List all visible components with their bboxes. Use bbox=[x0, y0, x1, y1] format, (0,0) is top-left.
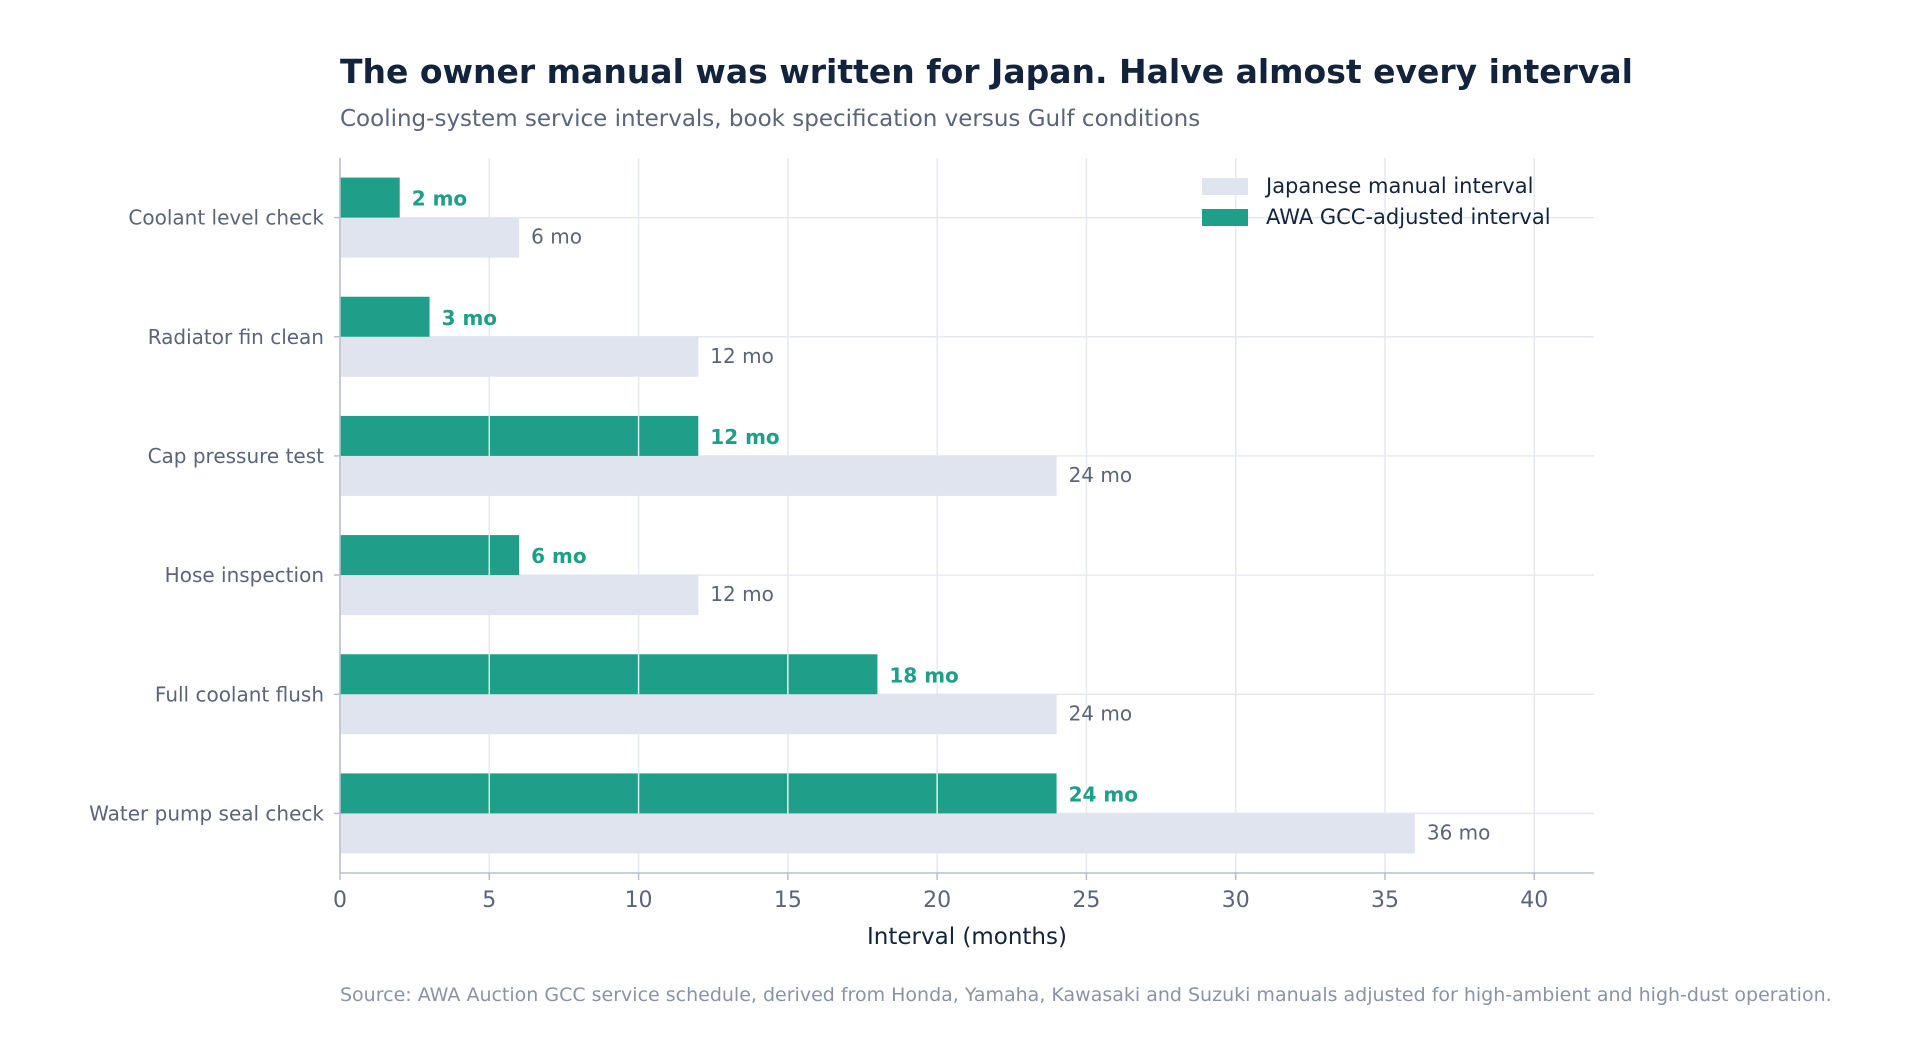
bar-manual-interval bbox=[340, 694, 1057, 735]
data-label-gcc: 6 mo bbox=[531, 544, 586, 568]
data-label-manual: 12 mo bbox=[710, 582, 774, 606]
x-tick-label: 25 bbox=[1072, 888, 1100, 913]
data-label-gcc: 18 mo bbox=[889, 663, 958, 687]
bar-manual-interval bbox=[340, 217, 520, 258]
data-label-gcc: 12 mo bbox=[710, 425, 779, 449]
x-axis-label: Interval (months) bbox=[867, 924, 1067, 950]
x-tick-label: 40 bbox=[1520, 888, 1548, 913]
x-tick-label: 35 bbox=[1371, 888, 1399, 913]
category-label: Cap pressure test bbox=[148, 444, 325, 468]
bar-gcc-interval bbox=[340, 535, 520, 576]
category-label: Full coolant flush bbox=[155, 682, 324, 706]
bar-gcc-interval bbox=[340, 177, 400, 218]
category-label: Hose inspection bbox=[165, 563, 324, 587]
legend-swatch-gcc bbox=[1202, 209, 1248, 226]
data-label-gcc: 3 mo bbox=[442, 306, 497, 330]
bar-manual-interval bbox=[340, 336, 699, 377]
x-tick-label: 20 bbox=[923, 888, 951, 913]
data-label-gcc: 24 mo bbox=[1069, 782, 1138, 806]
data-label-manual: 36 mo bbox=[1427, 820, 1491, 844]
data-label-manual: 24 mo bbox=[1069, 463, 1133, 487]
bar-gcc-interval bbox=[340, 415, 699, 456]
bar-manual-interval bbox=[340, 813, 1415, 854]
x-tick-label: 0 bbox=[333, 888, 347, 913]
chart-subtitle: Cooling-system service intervals, book s… bbox=[340, 106, 1201, 132]
bar-manual-interval bbox=[340, 455, 1057, 496]
data-label-manual: 24 mo bbox=[1069, 701, 1133, 725]
legend-label-manual: Japanese manual interval bbox=[1264, 174, 1533, 198]
category-label: Water pump seal check bbox=[89, 801, 324, 825]
data-label-manual: 6 mo bbox=[531, 225, 582, 249]
bar-gcc-interval bbox=[340, 654, 878, 695]
x-tick-label: 30 bbox=[1222, 888, 1250, 913]
data-label-gcc: 2 mo bbox=[412, 187, 467, 211]
x-tick-label: 15 bbox=[774, 888, 802, 913]
category-label: Coolant level check bbox=[128, 206, 324, 230]
legend-label-gcc: AWA GCC-adjusted interval bbox=[1266, 205, 1551, 229]
legend-swatch-manual bbox=[1202, 178, 1248, 195]
data-label-manual: 12 mo bbox=[710, 344, 774, 368]
source-note: Source: AWA Auction GCC service schedule… bbox=[340, 984, 1832, 1006]
x-tick-label: 10 bbox=[625, 888, 653, 913]
bar-gcc-interval bbox=[340, 296, 430, 337]
bar-gcc-interval bbox=[340, 773, 1057, 814]
bar-manual-interval bbox=[340, 575, 699, 616]
category-label: Radiator fin clean bbox=[148, 325, 324, 349]
x-tick-label: 5 bbox=[482, 888, 496, 913]
chart-title: The owner manual was written for Japan. … bbox=[340, 52, 1633, 91]
